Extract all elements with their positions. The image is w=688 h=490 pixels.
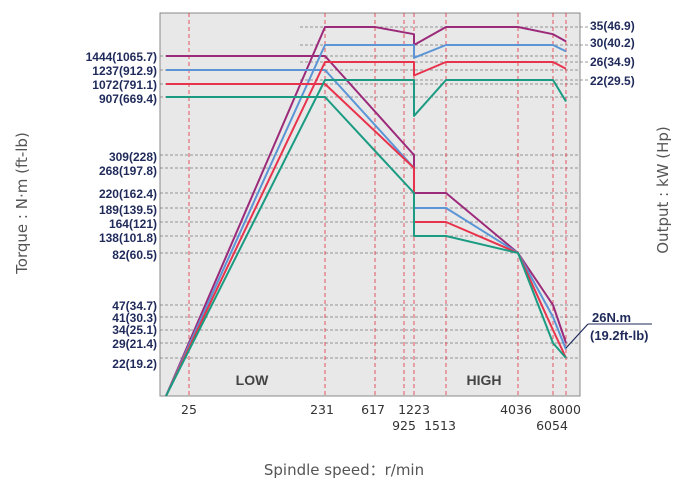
- left-tick-label: 34(25.1): [112, 323, 157, 337]
- left-tick-label: 29(21.4): [112, 337, 157, 351]
- output-curve-3: [165, 61, 567, 397]
- x-tick-label: 925: [392, 418, 416, 433]
- left-tick-label: 1072(791.1): [92, 78, 157, 92]
- output-curve-4: [165, 79, 567, 397]
- torque-curve-4: [166, 96, 567, 359]
- right-tick-labels: 35(46.9) 30(40.2) 26(34.9) 22(29.5): [590, 19, 635, 88]
- left-tick-label: 1444(1065.7): [86, 50, 157, 64]
- x-tick-label: 4036: [500, 402, 532, 417]
- output-curve-2: [165, 44, 567, 397]
- left-tick-label: 268(197.8): [99, 164, 157, 178]
- x-tick-label: 1513: [424, 418, 456, 433]
- torque-curve-1: [166, 55, 567, 344]
- left-tick-label: 41(30.3): [112, 311, 157, 325]
- left-tick-label: 164(121): [109, 217, 157, 231]
- band-label-low: LOW: [236, 372, 269, 388]
- right-tick-label: 30(40.2): [590, 36, 635, 50]
- callout-value: 26N.m: [592, 310, 631, 325]
- left-tick-label: 22(19.2): [112, 357, 157, 371]
- callout-value-imperial: (19.2ft-lb): [590, 328, 649, 343]
- left-tick-label: 82(60.5): [112, 248, 157, 262]
- torque-callout: 26N.m (19.2ft-lb): [565, 310, 652, 349]
- left-tick-label: 309(228): [109, 150, 157, 164]
- left-tick-labels: 1444(1065.7) 1237(912.9) 1072(791.1) 907…: [86, 50, 157, 371]
- x-tick-label: 8000: [549, 402, 581, 417]
- band-label-high: HIGH: [467, 372, 502, 388]
- plot-area: [159, 12, 581, 397]
- x-tick-label: 6054: [536, 418, 568, 433]
- y-axis-title-right: Output : kW (Hp): [654, 126, 672, 254]
- y-axis-title-left: Torque : N·m (ft-lb): [13, 132, 31, 275]
- x-tick-label: 231: [310, 402, 334, 417]
- left-tick-label: 907(669.4): [99, 92, 157, 106]
- x-tick-label: 617: [361, 402, 385, 417]
- curves: [165, 26, 567, 397]
- torque-curve-2: [166, 69, 567, 350]
- right-tick-label: 26(34.9): [590, 55, 635, 69]
- x-tick-labels: 25 231 617 1223 4036 8000 925 1513 6054: [181, 402, 581, 433]
- left-tick-label: 1237(912.9): [92, 64, 157, 78]
- left-tick-label: 138(101.8): [99, 231, 157, 245]
- right-tick-label: 35(46.9): [590, 19, 635, 33]
- left-tick-label: 47(34.7): [112, 299, 157, 313]
- left-tick-label: 220(162.4): [99, 187, 157, 201]
- torque-curve-3: [166, 83, 567, 359]
- x-axis-title: Spindle speed：r/min: [264, 461, 424, 479]
- left-tick-label: 189(139.5): [99, 203, 157, 217]
- x-tick-label: 1223: [398, 402, 430, 417]
- right-tick-label: 22(29.5): [590, 74, 635, 88]
- x-tick-label: 25: [181, 402, 197, 417]
